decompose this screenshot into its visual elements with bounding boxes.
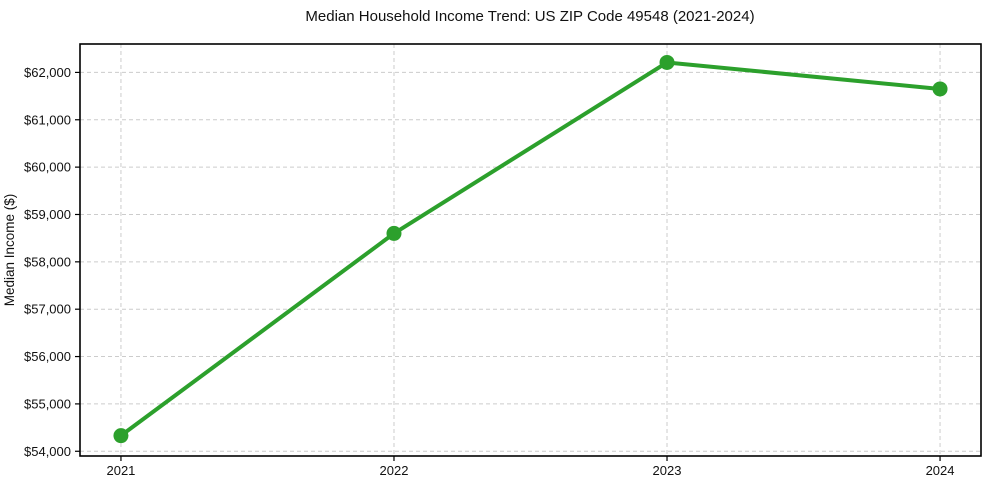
axis-layer [75, 43, 982, 461]
plot-border [79, 43, 982, 457]
x-tick-label: 2023 [653, 463, 682, 478]
data-point-marker [932, 81, 948, 97]
chart-title: Median Household Income Trend: US ZIP Co… [305, 8, 754, 25]
y-tick-label: $59,000 [24, 207, 71, 222]
data-point-marker [386, 225, 402, 241]
y-tick-label: $58,000 [24, 254, 71, 269]
y-tick-label: $56,000 [24, 349, 71, 364]
y-tick-label: $61,000 [24, 112, 71, 127]
x-tick-label: 2022 [380, 463, 409, 478]
data-point-marker [659, 54, 675, 70]
data-point-marker [113, 428, 129, 444]
y-axis-label: Median Income ($) [2, 194, 17, 307]
x-tick-label: 2021 [106, 463, 135, 478]
y-tick-label: $54,000 [24, 444, 71, 459]
y-tick-label: $55,000 [24, 396, 71, 411]
y-tick-label: $60,000 [24, 160, 71, 175]
x-tick-label: 2024 [926, 463, 955, 478]
series-layer [113, 54, 948, 444]
y-tick-label: $62,000 [24, 65, 71, 80]
y-tick-label: $57,000 [24, 302, 71, 317]
data-line [118, 60, 943, 438]
tick-label-layer: 2021 2022 2023 2024 $54,000 $55,000 $56,000 $57… [24, 65, 955, 478]
grid-layer [80, 44, 981, 456]
